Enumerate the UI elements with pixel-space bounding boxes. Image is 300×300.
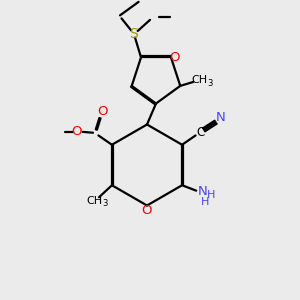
Text: S: S (129, 27, 138, 41)
Text: O: O (97, 105, 107, 118)
Text: H: H (201, 197, 209, 207)
Text: O: O (71, 125, 82, 138)
Text: CH: CH (87, 196, 103, 206)
Text: N: N (216, 111, 225, 124)
Text: C: C (196, 126, 204, 139)
Text: CH: CH (191, 76, 207, 85)
Text: 3: 3 (207, 79, 212, 88)
Text: N: N (197, 185, 207, 198)
Text: O: O (142, 204, 152, 218)
Text: 3: 3 (102, 199, 107, 208)
Text: H: H (207, 190, 215, 200)
Text: O: O (169, 51, 180, 64)
